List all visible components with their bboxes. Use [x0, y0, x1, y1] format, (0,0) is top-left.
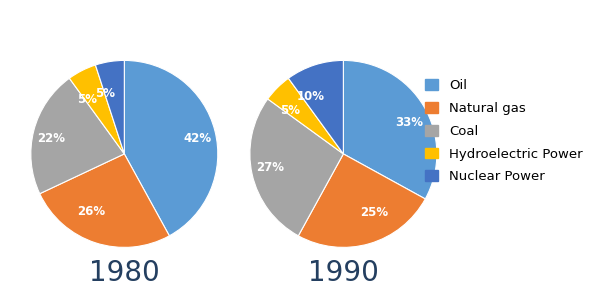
Wedge shape [95, 60, 124, 154]
Wedge shape [250, 99, 343, 236]
Text: 25%: 25% [361, 206, 388, 219]
Text: 22%: 22% [37, 132, 66, 145]
Legend: Oil, Natural gas, Coal, Hydroelectric Power, Nuclear Power: Oil, Natural gas, Coal, Hydroelectric Po… [425, 79, 583, 184]
Text: 5%: 5% [95, 87, 115, 100]
Wedge shape [124, 60, 218, 236]
Title: 1990: 1990 [308, 259, 379, 285]
Wedge shape [298, 154, 425, 247]
Wedge shape [69, 65, 124, 154]
Text: 33%: 33% [395, 117, 424, 129]
Text: 5%: 5% [281, 104, 300, 117]
Text: 27%: 27% [256, 161, 284, 174]
Wedge shape [40, 154, 169, 247]
Wedge shape [343, 60, 437, 199]
Title: 1980: 1980 [89, 259, 160, 285]
Text: 10%: 10% [297, 89, 324, 103]
Wedge shape [31, 78, 124, 194]
Wedge shape [268, 78, 343, 154]
Text: 26%: 26% [78, 205, 105, 218]
Wedge shape [288, 60, 343, 154]
Text: 42%: 42% [183, 132, 211, 145]
Text: 5%: 5% [77, 93, 96, 106]
